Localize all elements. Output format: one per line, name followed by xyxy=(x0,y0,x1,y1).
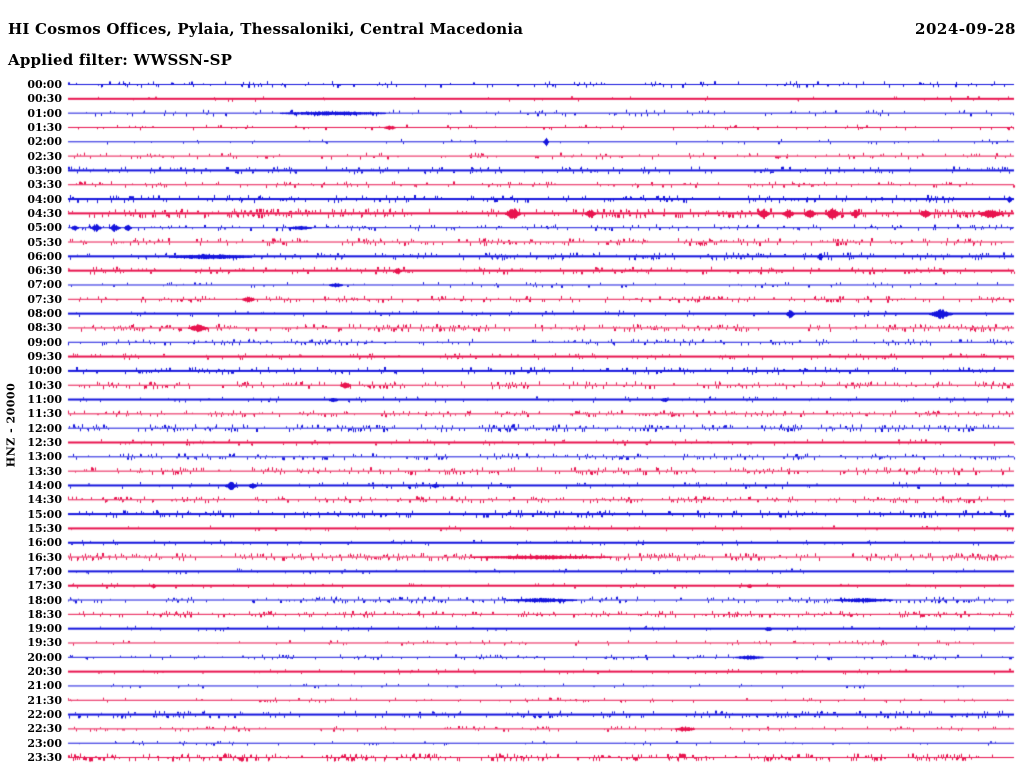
helicorder-page: HI Cosmos Offices, Pylaia, Thessaloniki,… xyxy=(0,0,1024,780)
helicorder-canvas xyxy=(0,0,1024,780)
